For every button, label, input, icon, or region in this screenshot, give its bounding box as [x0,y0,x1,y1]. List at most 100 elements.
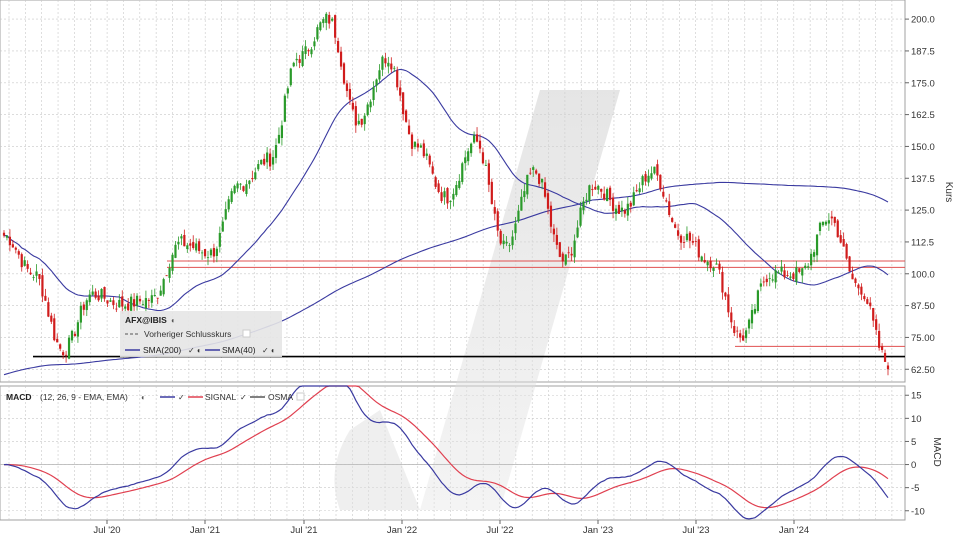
candle-body [76,322,80,337]
candle-body [449,200,452,203]
macd-legend-macd-check[interactable]: ✓ [178,393,185,402]
candle-body [345,83,349,91]
candle-body [331,18,334,21]
candle-body [378,70,381,80]
candle-body [517,210,520,222]
macd-legend-signal-check[interactable]: ✓ [240,393,247,402]
candle-body [168,267,171,278]
candle-body [393,67,396,69]
candle-body [354,106,357,126]
candle-body [53,318,56,341]
candle-body [14,247,17,250]
candle-body [198,241,201,251]
candle-body [277,134,281,144]
candle-body [656,164,659,176]
candle-body [804,265,807,269]
x-tick-label: Jul '21 [290,525,317,536]
candle-body [697,239,700,258]
candle-body [739,333,742,338]
candle-body [795,267,798,282]
candle-body [526,174,529,195]
candle-body [286,88,289,94]
candle-body [35,271,38,276]
legend-sma40-label: SMA(40) [222,345,256,355]
candle-body [674,224,677,228]
macd-legend-osma-checkbox[interactable] [296,392,305,401]
candle-body [156,297,159,299]
candle-body [295,58,298,61]
candle-body [221,221,224,232]
candle-body [79,305,82,323]
x-tick-label: Jan '21 [190,525,220,536]
candle-body [756,290,760,312]
candle-body [263,158,266,165]
legend-sma40-check-icon[interactable]: ✓ ◐ [262,346,276,355]
candle-body [585,199,588,202]
candle-body [227,199,230,210]
candle-body [576,227,579,238]
macd-y-tick-label: 0 [911,460,916,471]
candle-body [242,186,245,191]
price-y-tick-label: 150.0 [911,142,935,153]
candle-body [629,202,632,207]
candle-body [422,143,425,157]
candle-body [839,235,842,243]
candle-body [437,183,440,193]
candle-body [635,190,638,192]
candle-body [836,220,839,238]
legend-prev-close-checkbox[interactable] [242,329,251,338]
candle-body [446,188,449,204]
candle-body [730,312,733,323]
candle-body [218,232,221,247]
candle-body [653,166,656,174]
candle-body [348,88,352,100]
candle-body [56,338,59,343]
macd-legend: MACD (12, 26, 9 - EMA, EMA) ◐ ✓ SIGNAL ✓… [6,392,305,402]
candle-body [132,299,136,307]
candle-body [260,159,263,165]
legend-symbol-info-icon[interactable]: ◐ [171,316,176,325]
legend-sma200-check-icon[interactable]: ✓ ◐ [188,346,202,355]
candle-body [186,245,189,250]
macd-info-icon[interactable]: ◐ [141,393,146,402]
candle-body [727,294,730,313]
candle-body [789,276,792,278]
candle-body [875,319,878,330]
candle-body [336,40,340,53]
candle-body [100,288,103,299]
candle-body [23,260,26,266]
candle-body [206,257,210,259]
candle-body [147,299,150,301]
candle-body [626,203,629,216]
candle-body [289,68,292,86]
candle-body [668,201,671,215]
candle-body [372,87,375,101]
candle-body [478,140,482,149]
legend-sma200-label: SMA(200) [143,345,181,355]
candle-body [815,234,819,256]
price-grid [0,0,905,382]
candle-body [106,300,109,304]
x-tick-label: Jul '23 [682,525,709,536]
candle-body [878,330,881,348]
candle-body [470,143,473,154]
macd-y-tick-label: 10 [911,414,922,425]
candle-body [869,302,872,307]
candle-body [121,296,124,307]
candle-body [606,189,609,202]
candle-body [209,249,213,256]
candle-body [715,263,718,265]
candle-body [505,241,508,244]
candle-body [124,306,127,309]
candle-body [742,335,745,341]
candle-body [502,240,505,245]
candle-body [280,125,284,138]
candle-body [706,261,709,266]
candle-body [230,191,233,202]
x-tick-label: Jul '20 [93,525,120,536]
candle-body [540,178,544,183]
price-y-tick-label: 87.50 [911,301,935,312]
candle-body [641,176,644,186]
candle-body [70,330,74,341]
